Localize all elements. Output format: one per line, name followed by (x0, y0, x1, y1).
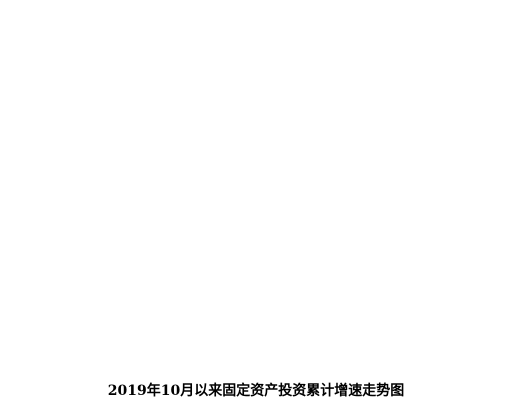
chart-svg (0, 0, 512, 380)
chart-caption: 2019年10月以来固定资产投资累计增速走势图 (107, 383, 405, 399)
